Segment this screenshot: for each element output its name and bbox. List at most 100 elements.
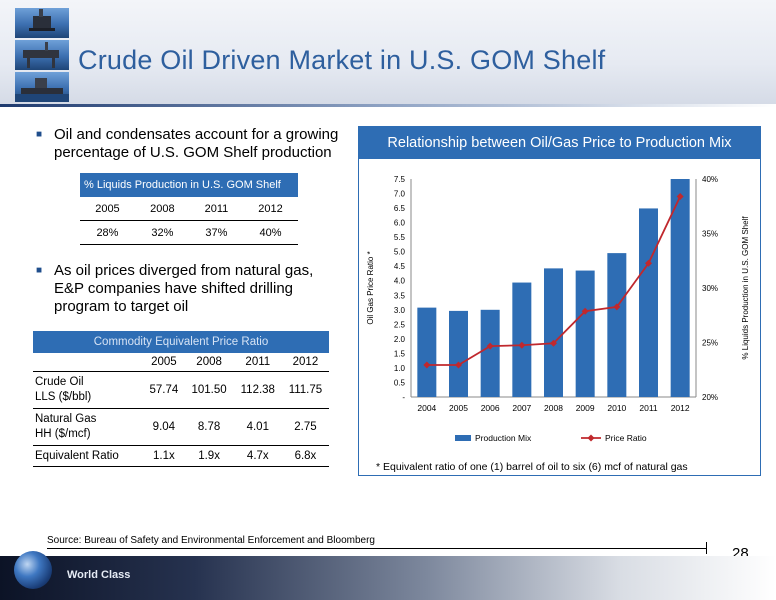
bullet-liquids: ■ Oil and condensates account for a grow… xyxy=(36,126,339,162)
row-label-line: Crude Oil xyxy=(35,376,84,388)
production-mix-bar xyxy=(639,208,658,397)
production-mix-bar xyxy=(512,282,532,397)
y-axis-label: Oil Gas Price Ratio * xyxy=(366,251,375,324)
production-mix-bar xyxy=(607,253,627,397)
year-cell: 2011 xyxy=(189,197,243,221)
slide-header xyxy=(0,0,776,107)
y-tick-label: 5.0 xyxy=(394,248,406,257)
y-tick-label: 6.0 xyxy=(394,219,406,228)
y-tick-label: 1.0 xyxy=(394,364,406,373)
year-cell: 2008 xyxy=(184,353,234,372)
x-tick-label: 2011 xyxy=(639,403,658,413)
price-ratio-point xyxy=(518,341,526,349)
x-tick-label: 2006 xyxy=(481,403,500,413)
value-cell: 37% xyxy=(189,220,243,245)
bullet-line: E&P companies have shifted drilling xyxy=(54,280,294,297)
value-cell: 57.74 xyxy=(143,371,185,409)
legend-marker-price-ratio xyxy=(587,434,595,442)
value-cell: 1.1x xyxy=(143,445,185,467)
bullet-oil-prices: ■ As oil prices diverged from natural ga… xyxy=(36,262,314,316)
y-tick-label: 7.0 xyxy=(394,190,406,199)
bullet-line: Oil and condensates account for a growin… xyxy=(54,126,339,143)
price-ratio-point xyxy=(676,192,684,200)
year-cell: 2012 xyxy=(281,353,329,372)
production-mix-bar xyxy=(575,270,595,397)
row-label-line: HH ($/mcf) xyxy=(35,428,91,440)
header-divider xyxy=(0,104,776,107)
value-cell: 8.78 xyxy=(184,408,234,446)
chart-panel: Relationship between Oil/Gas Price to Pr… xyxy=(358,126,761,476)
row-label: Natural Gas HH ($/mcf) xyxy=(33,408,144,446)
chart-footnote: * Equivalent ratio of one (1) barrel of … xyxy=(376,461,688,473)
y2-tick-label: 20% xyxy=(702,393,718,402)
x-tick-label: 2008 xyxy=(544,403,563,413)
row-label-line: Natural Gas xyxy=(35,413,97,425)
footer-rule-tick xyxy=(706,542,707,554)
footer-brand: World Class xyxy=(67,569,131,581)
value-cell: 1.9x xyxy=(184,445,234,467)
y2-axis-label: % Liquids Production in U.S. GOM Shelf xyxy=(741,216,750,360)
y-tick-label: 7.5 xyxy=(394,175,406,184)
price-table-header: Commodity Equivalent Price Ratio xyxy=(33,331,329,353)
year-cell: 2012 xyxy=(243,197,298,221)
y-tick-label: 4.0 xyxy=(394,277,406,286)
value-cell: 111.75 xyxy=(281,371,329,409)
y-tick-label: - xyxy=(402,393,405,402)
legend-label-price-ratio: Price Ratio xyxy=(605,433,647,443)
row-label: Equivalent Ratio xyxy=(33,445,144,467)
offshore-platform-photo xyxy=(15,40,69,70)
y-tick-label: 0.5 xyxy=(394,378,406,387)
x-tick-label: 2005 xyxy=(449,403,468,413)
production-mix-bar xyxy=(670,179,690,397)
offshore-rig-photo-strip xyxy=(15,8,69,103)
chart-title: Relationship between Oil/Gas Price to Pr… xyxy=(359,127,760,159)
y2-tick-label: 25% xyxy=(702,339,718,348)
value-cell: 9.04 xyxy=(143,408,185,446)
footer-bar xyxy=(0,556,776,600)
price-ratio-point xyxy=(423,361,431,369)
y-tick-label: 6.5 xyxy=(394,204,406,213)
y-tick-label: 1.5 xyxy=(394,349,406,358)
bullet-line: percentage of U.S. GOM Shelf production xyxy=(54,144,332,161)
price-ratio-point xyxy=(486,342,494,350)
y-tick-label: 5.5 xyxy=(394,233,406,242)
price-ratio-point xyxy=(550,339,557,347)
value-cell: 101.50 xyxy=(184,371,234,409)
row-label: Crude Oil LLS ($/bbl) xyxy=(33,371,144,409)
combo-chart: - 0.5 1.0 1.5 2.0 2.5 3.0 3.5 4.0 4.5 5.0 5.5 6.0 6.5… xyxy=(366,175,750,443)
bullet-square-icon: ■ xyxy=(36,129,43,140)
y2-tick-label: 30% xyxy=(702,284,718,293)
production-mix-bar xyxy=(417,307,437,397)
slide-title: Crude Oil Driven Market in U.S. GOM Shel… xyxy=(78,45,606,75)
value-cell: 6.8x xyxy=(281,445,329,467)
bullet-line: As oil prices diverged from natural gas, xyxy=(54,262,314,279)
source-note: Source: Bureau of Safety and Environment… xyxy=(47,535,375,546)
year-cell: 2005 xyxy=(80,197,135,221)
legend-swatch-production-mix xyxy=(455,435,471,441)
y2-tick-label: 35% xyxy=(702,230,718,239)
x-tick-label: 2010 xyxy=(607,403,626,413)
x-tick-label: 2009 xyxy=(576,403,595,413)
row-label-line: LLS ($/bbl) xyxy=(35,391,92,403)
legend-label-production-mix: Production Mix xyxy=(475,433,532,443)
y-tick-label: 3.0 xyxy=(394,306,406,315)
value-cell: 32% xyxy=(134,220,190,245)
price-ratio-point xyxy=(645,259,652,267)
price-ratio-point xyxy=(613,303,621,311)
price-ratio-table: Commodity Equivalent Price Ratio 2005 20… xyxy=(33,331,329,467)
footer-rule xyxy=(47,548,707,549)
x-tick-label: 2007 xyxy=(512,403,531,413)
liquids-production-table: % Liquids Production in U.S. GOM Shelf 2… xyxy=(80,173,298,245)
y-tick-label: 4.5 xyxy=(394,262,406,271)
year-cell: 2008 xyxy=(134,197,190,221)
blank-cell xyxy=(33,353,144,372)
y-tick-label: 2.5 xyxy=(394,320,406,329)
production-mix-bar xyxy=(480,309,500,397)
value-cell: 28% xyxy=(80,220,135,245)
globe-icon xyxy=(14,551,52,589)
price-ratio-point xyxy=(581,307,589,315)
bullet-line: program to target oil xyxy=(54,298,189,315)
production-mix-bar xyxy=(449,310,468,397)
value-cell: 4.7x xyxy=(233,445,282,467)
x-tick-label: 2004 xyxy=(417,403,436,413)
